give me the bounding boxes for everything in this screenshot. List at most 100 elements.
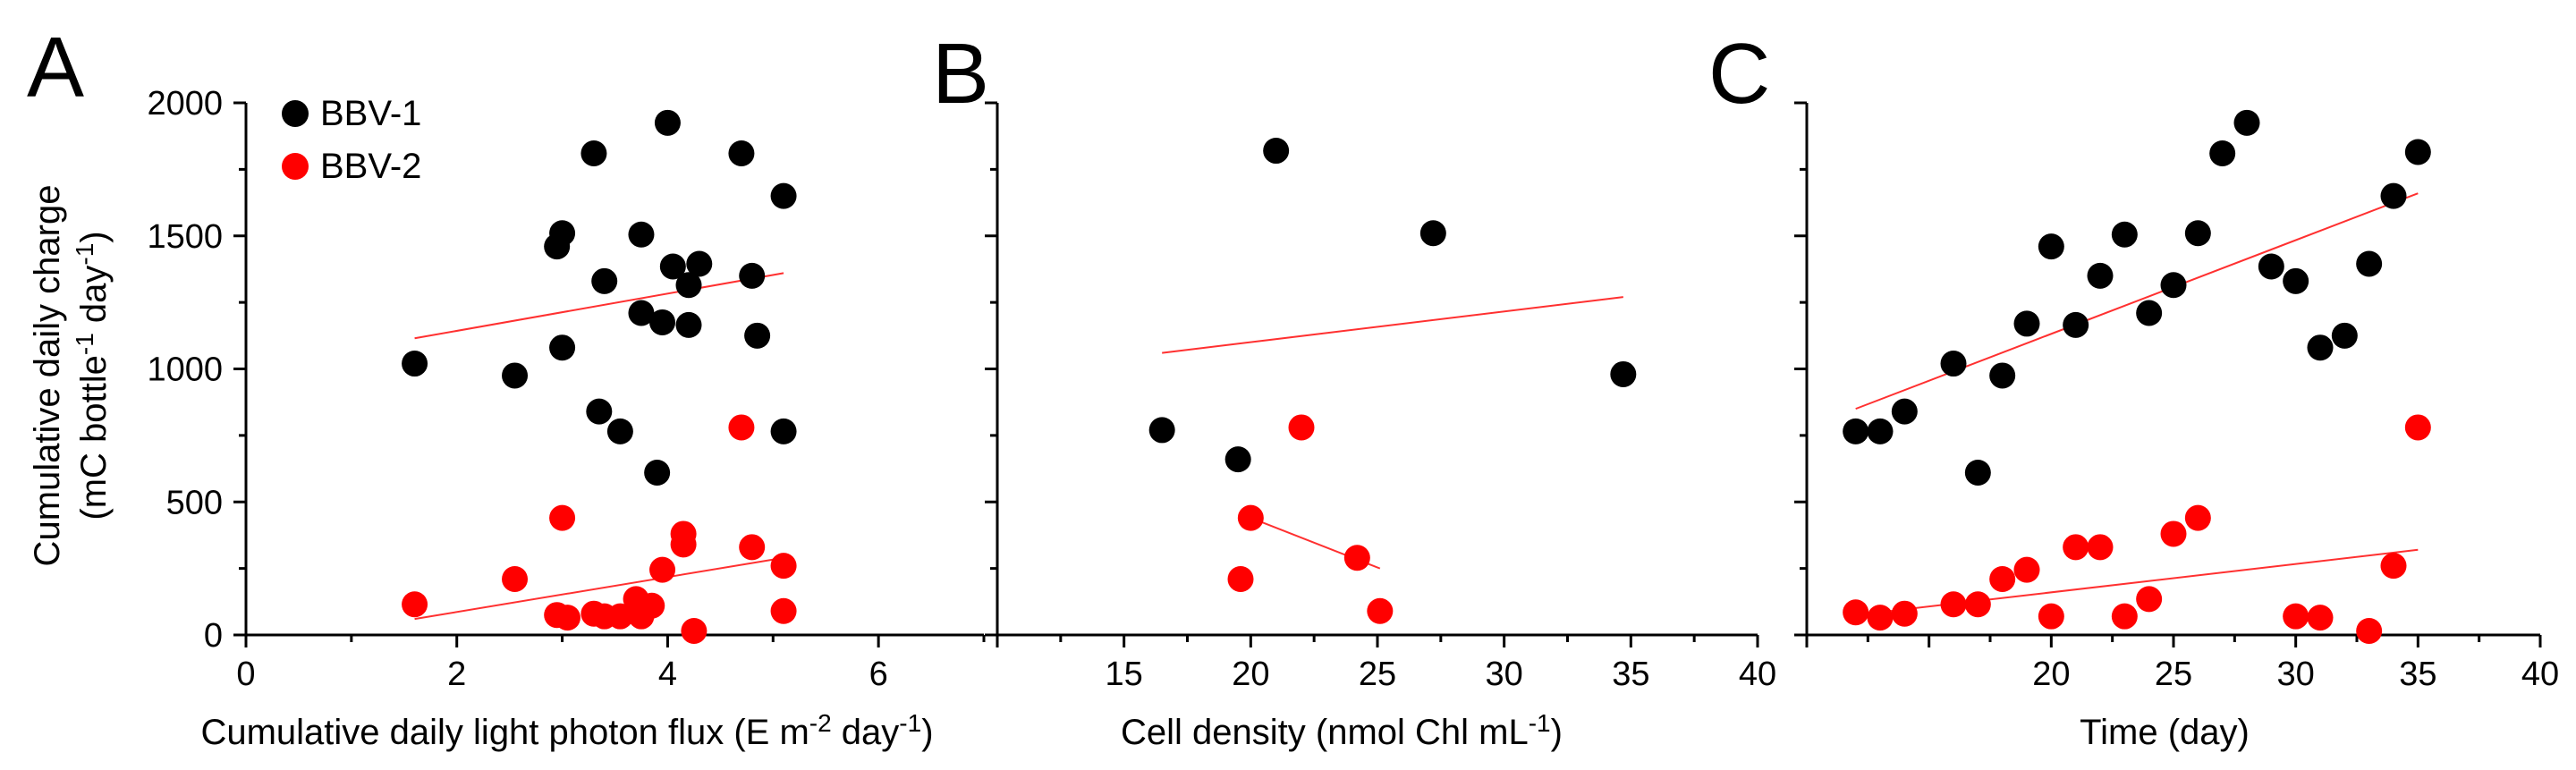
data-point [1940,351,1967,377]
data-point [1891,398,1918,425]
legend: BBV-1 BBV-2 [282,94,421,186]
x-axis-label-a: Cumulative daily light photon flux (E m-… [200,709,933,752]
series-bbv-2 [1843,414,2431,645]
data-point [770,553,797,580]
trend-line [1162,296,1623,354]
x-tick-label: 40 [1739,656,1776,693]
data-point [659,253,686,280]
data-point [2307,334,2334,361]
data-point [2184,220,2211,247]
y-tick-label: 1000 [147,351,223,389]
panel-b: 15 20 25 30 35 40 [985,101,1776,693]
data-point [1227,566,1254,593]
data-point [1367,597,1394,624]
data-point [2160,520,2187,547]
legend-label-bbv1: BBV-1 [320,94,421,133]
data-point [2356,250,2383,277]
series-bbv-2 [1227,414,1394,624]
data-point [2283,267,2309,294]
data-point [639,592,665,619]
data-point [2111,603,2138,630]
data-point [1288,414,1315,441]
data-point [649,556,676,583]
trend-line [1855,192,2419,410]
trend-line [414,556,784,621]
data-point [675,272,702,299]
x-tick-label: 15 [1106,656,1143,693]
data-point [2013,310,2040,337]
data-point [628,300,655,326]
data-point [739,262,766,289]
data-point [1610,360,1637,387]
data-point [2136,586,2163,613]
y-tick-label: 1500 [147,218,223,256]
data-point [606,603,633,630]
data-point [770,182,797,209]
legend-label-bbv2: BBV-2 [320,147,421,186]
data-point [1843,418,1869,444]
data-point [728,140,755,167]
trend-line [414,272,784,340]
data-point [1419,220,1446,247]
data-point [586,398,613,425]
x-tick-label: 35 [2399,656,2436,693]
panel-letter-a: A [27,20,84,115]
trend-line [1855,548,2419,616]
data-point [2258,253,2284,280]
data-point [2356,618,2383,645]
series-bbv-1 [1843,109,2431,487]
data-point [2209,140,2236,167]
data-point [1964,591,1991,618]
y-tick-label: 500 [166,484,223,521]
legend-marker-bbv1 [282,100,309,127]
y-axis-label-line2: (mC bottle-1 day-1) [71,231,114,520]
series-bbv-1 [402,109,797,487]
data-point [2038,233,2064,260]
y-axis-label-a: Cumulative daily charge (mC bottle-1 day… [28,185,114,567]
panel-a: 0 500 1000 1500 2000 0 2 4 6 [147,85,986,693]
data-point [654,109,681,136]
data-point [502,362,529,389]
data-point [549,220,576,247]
data-point [2160,272,2187,299]
data-point [1964,460,1991,487]
data-point [2063,534,2089,561]
data-point [549,504,576,531]
data-point [2184,504,2211,531]
data-point [1843,599,1869,626]
data-point [2087,262,2114,289]
data-point [744,322,771,349]
x-tick-label: 6 [869,656,888,693]
data-point [728,414,755,441]
data-point [2136,300,2163,326]
y-tick-label: 0 [204,617,223,655]
data-point [686,250,713,277]
data-point [675,311,702,338]
series-bbv-2 [402,414,797,645]
data-point [2063,311,2089,338]
series-bbv-1 [1148,138,1637,473]
plot-area: 0 500 1000 1500 2000 0 2 4 6 15 20 25 30 35 40 20 25 30 35… [147,85,2559,693]
data-point [580,140,607,167]
data-point [2404,414,2431,441]
data-point [1989,566,2016,593]
data-point [1148,417,1175,444]
data-point [2331,322,2358,349]
x-tick-label: 35 [1612,656,1649,693]
panel-letter-c: C [1708,26,1770,122]
data-point [1989,362,2016,389]
data-point [402,351,428,377]
data-point [770,418,797,444]
x-tick-label: 20 [1232,656,1269,693]
data-point [2283,603,2309,630]
data-point [2111,221,2138,248]
x-axis-label-b: Cell density (nmol Chl mL-1) [1121,709,1563,752]
x-axis-label-c: Time (day) [2080,713,2250,752]
data-point [681,618,708,645]
data-point [549,334,576,361]
data-point [649,309,676,335]
data-point [644,460,671,487]
data-point [739,534,766,561]
x-tick-label: 2 [447,656,466,693]
